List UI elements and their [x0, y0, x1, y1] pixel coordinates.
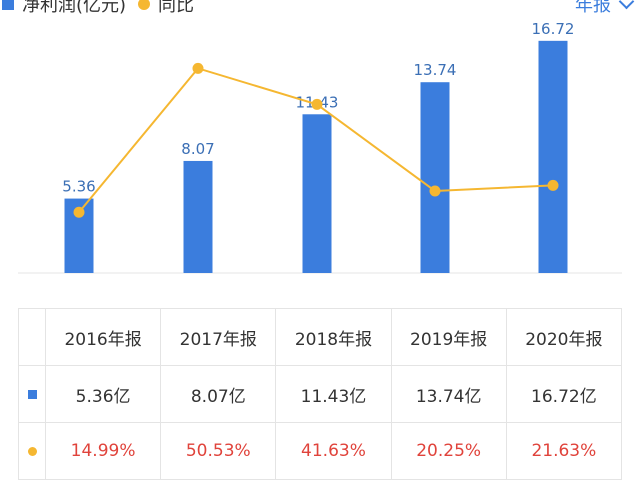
bar-value-label: 5.36	[62, 178, 95, 196]
row-icon-cell	[18, 365, 46, 423]
line-series-icon	[27, 447, 37, 456]
table-cell: 2019年报	[390, 308, 507, 366]
yoy-point-2019年报	[429, 185, 441, 197]
table-cell: 2016年报	[44, 308, 162, 366]
line-legend-label: 同比	[158, 0, 195, 16]
bar-value-label: 13.74	[414, 61, 457, 79]
yoy-point-2016年报	[73, 206, 85, 218]
table-row: 14.99% 50.53% 41.63% 20.25% 21.63%	[18, 422, 623, 480]
table-cell: 5.36亿	[44, 365, 162, 423]
data-table: 2016年报 2017年报 2018年报 2019年报 2020年报 5.36亿 8.07亿…	[18, 308, 623, 480]
row-icon-cell	[18, 308, 46, 366]
bar-2018年报	[302, 114, 332, 273]
row-icon-cell	[18, 422, 46, 480]
bar-legend-label: 净利润(亿元)	[22, 0, 127, 16]
table-cell: 16.72亿	[505, 365, 623, 423]
table-row: 5.36亿 8.07亿 11.43亿 13.74亿 16.72亿	[18, 365, 623, 423]
line-legend-swatch	[138, 0, 151, 10]
table-cell: 2020年报	[505, 308, 623, 366]
bar-value-label: 16.72	[532, 20, 575, 38]
table-cell: 2017年报	[160, 308, 277, 366]
table-cell: 21.63%	[505, 422, 623, 480]
yoy-point-2017年报	[192, 62, 204, 74]
yoy-point-2020年报	[547, 179, 559, 191]
table-cell: 20.25%	[390, 422, 507, 480]
bar-series-icon	[27, 390, 37, 399]
table-cell: 11.43亿	[275, 365, 392, 423]
bar-value-label: 8.07	[181, 140, 214, 158]
table-cell: 13.74亿	[390, 365, 507, 423]
bar-2020年报	[538, 40, 568, 273]
table-header-row: 2016年报 2017年报 2018年报 2019年报 2020年报	[18, 308, 623, 366]
bar-2019年报	[420, 82, 450, 273]
table-cell: 2018年报	[275, 308, 392, 366]
table-cell: 8.07亿	[160, 365, 277, 423]
period-select[interactable]: 年报	[575, 0, 635, 16]
yoy-point-2018年报	[311, 98, 323, 110]
period-select-label: 年报	[575, 0, 611, 16]
table-cell: 14.99%	[44, 422, 162, 480]
table-cell: 41.63%	[275, 422, 392, 480]
chart-legend: 净利润(亿元) 同比	[0, 0, 194, 16]
table-cell: 50.53%	[160, 422, 277, 480]
bar-legend-swatch	[2, 0, 14, 10]
bar-2017年报	[183, 160, 213, 273]
